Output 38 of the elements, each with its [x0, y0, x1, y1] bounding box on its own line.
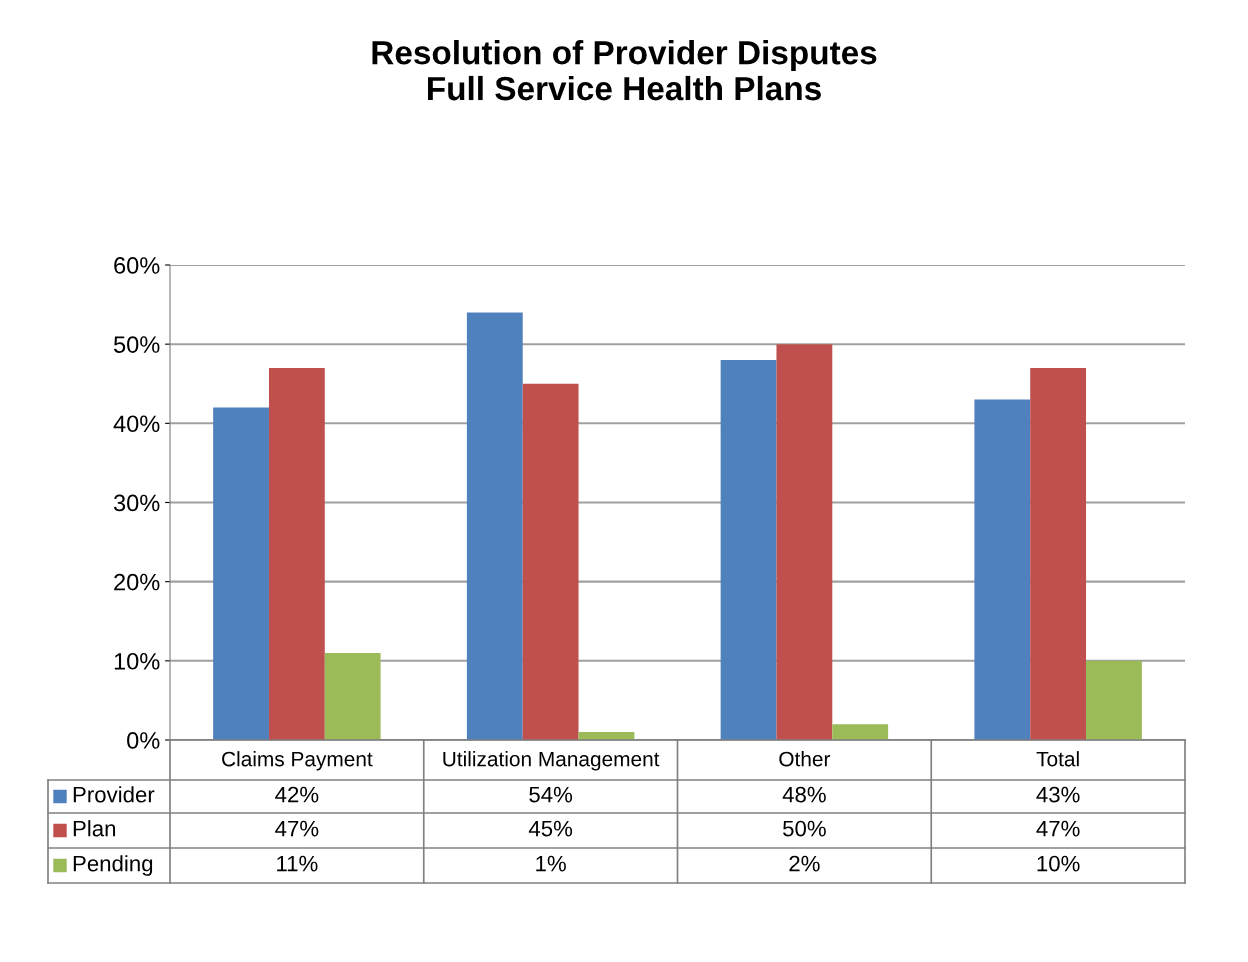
bar — [466, 312, 523, 740]
bar — [268, 367, 325, 740]
y-tick-label: 30% — [113, 494, 160, 512]
data-label: 42% — [275, 786, 319, 803]
legend-label: Pending — [73, 855, 153, 876]
y-tick-label: 20% — [114, 573, 160, 591]
bar — [974, 399, 1031, 740]
data-label: 50% — [783, 820, 826, 837]
bar — [1086, 660, 1142, 740]
x-tick-label: Total — [1036, 751, 1079, 767]
legend-label: Provider — [73, 786, 155, 803]
data-label: 43% — [1036, 786, 1080, 803]
data-label: 54% — [529, 786, 573, 803]
bar — [1030, 367, 1087, 740]
x-tick-label: Other — [779, 751, 831, 767]
chart-title: Resolution of Provider Disputes Full Service Health Plans — [372, 40, 877, 101]
bar — [776, 344, 833, 740]
y-tick-label: 10% — [114, 652, 160, 670]
data-label: 47% — [1036, 820, 1080, 837]
y-tick-label: 60% — [114, 257, 160, 274]
legend-label: Plan — [73, 820, 116, 837]
bar — [522, 383, 579, 740]
data-label: 47% — [275, 820, 319, 837]
bar — [324, 652, 381, 740]
data-label: 11% — [277, 855, 318, 872]
data-label: 48% — [782, 786, 826, 803]
data-label: 45% — [528, 820, 573, 837]
bar — [720, 360, 777, 740]
data-label: 2% — [789, 855, 820, 872]
x-tick-label: Utilization Management — [443, 751, 660, 771]
y-tick-label: 0% — [127, 732, 160, 749]
bar — [832, 724, 889, 740]
data-label: 10% — [1037, 855, 1080, 872]
y-tick-label: 50% — [113, 336, 160, 353]
data-label: 1% — [536, 855, 566, 872]
bar — [213, 407, 269, 740]
y-tick-label: 40% — [113, 415, 160, 433]
x-tick-label: Claims Payment — [222, 751, 373, 771]
